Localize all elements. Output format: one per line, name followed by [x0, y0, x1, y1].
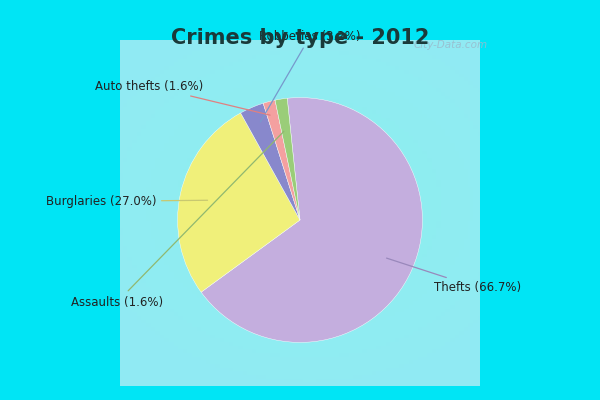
Text: Assaults (1.6%): Assaults (1.6%): [71, 131, 284, 308]
Text: Robberies (3.2%): Robberies (3.2%): [259, 30, 361, 122]
Text: Burglaries (27.0%): Burglaries (27.0%): [46, 195, 208, 208]
Text: Crimes by type - 2012: Crimes by type - 2012: [171, 28, 429, 48]
Wedge shape: [263, 100, 300, 220]
Wedge shape: [201, 98, 422, 342]
Wedge shape: [241, 103, 300, 220]
Wedge shape: [178, 113, 300, 292]
Text: Auto thefts (1.6%): Auto thefts (1.6%): [95, 80, 270, 115]
Wedge shape: [275, 98, 300, 220]
Text: City-Data.com: City-Data.com: [413, 40, 487, 50]
Text: Thefts (66.7%): Thefts (66.7%): [386, 258, 521, 294]
